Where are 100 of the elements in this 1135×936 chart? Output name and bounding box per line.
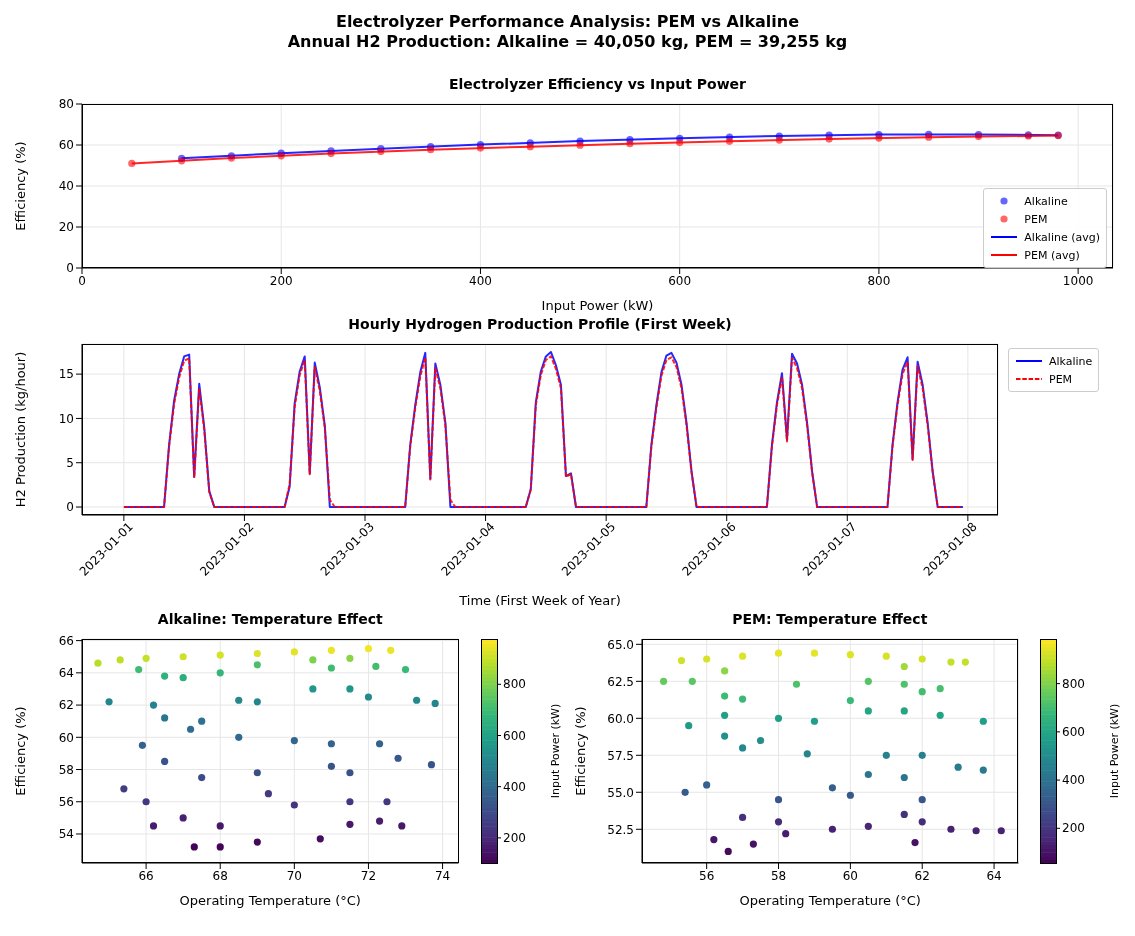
point — [946, 658, 955, 666]
point — [918, 818, 926, 826]
x-tick-label: 74 — [434, 868, 451, 883]
point — [346, 798, 354, 806]
point — [198, 773, 206, 782]
point — [190, 843, 198, 851]
y-tick-label: 40 — [58, 179, 74, 194]
point — [792, 680, 800, 688]
point — [626, 140, 634, 148]
point — [918, 655, 926, 663]
point — [720, 667, 728, 675]
point — [327, 762, 335, 770]
point — [864, 677, 872, 685]
x-tick-label: 72 — [360, 868, 377, 883]
x-tick-label: 68 — [212, 868, 228, 883]
y-tick-label: 62 — [58, 698, 74, 713]
point — [253, 769, 261, 777]
x-tick-label: 62 — [914, 868, 930, 883]
point — [161, 672, 169, 680]
point — [387, 646, 395, 654]
point — [216, 843, 224, 851]
color-bar-title: Input Power (kW) — [1108, 703, 1121, 799]
point — [526, 143, 534, 151]
point — [235, 733, 243, 741]
point — [846, 651, 854, 659]
x-tick-label: 200 — [269, 273, 293, 288]
point — [900, 707, 908, 715]
point — [216, 669, 224, 677]
point — [810, 717, 818, 725]
color-bar-label: 800 — [502, 677, 526, 692]
point — [149, 701, 158, 709]
point — [825, 135, 833, 143]
y-tick-label: 57.5 — [606, 748, 634, 763]
point — [309, 685, 317, 693]
point — [398, 822, 406, 830]
point — [775, 136, 783, 144]
legend-label: PEM — [1024, 212, 1048, 226]
point — [346, 820, 354, 828]
chart-title: PEM: Temperature Effect — [732, 611, 928, 627]
x-axis-title: Input Power (kW) — [541, 298, 654, 313]
point — [738, 813, 746, 822]
point — [774, 818, 782, 826]
point — [94, 659, 102, 667]
y-tick-label: 64 — [58, 666, 74, 681]
x-tick-label: 64 — [985, 868, 1002, 883]
point — [142, 798, 150, 806]
color-bar-label: 600 — [1062, 724, 1085, 739]
point — [738, 695, 746, 703]
point — [979, 717, 987, 725]
y-axis-title: Efficiency (%) — [12, 141, 28, 231]
text: Electrolyzer Performance Analysis: PEM vs Alkaline — [335, 12, 800, 31]
point — [828, 825, 836, 833]
color-bar-label: 400 — [1062, 773, 1085, 788]
point — [659, 677, 667, 685]
point — [364, 693, 373, 701]
point — [346, 769, 354, 777]
point — [724, 847, 732, 856]
point — [264, 790, 272, 798]
y-tick-label: 60 — [58, 138, 74, 153]
point — [997, 827, 1005, 835]
point — [161, 714, 169, 722]
point — [413, 696, 421, 704]
point — [774, 714, 782, 722]
x-tick-label: 400 — [469, 273, 492, 288]
point — [720, 732, 728, 740]
y-tick-label: 56 — [58, 795, 74, 810]
x-axis-title: Operating Temperature (°C) — [739, 893, 921, 908]
point — [372, 662, 380, 670]
point — [720, 711, 728, 719]
point — [882, 751, 890, 759]
y-tick-label: 0 — [66, 500, 74, 515]
point — [720, 692, 728, 700]
y-tick-label: 0 — [66, 261, 74, 276]
point — [135, 666, 143, 674]
point — [327, 646, 335, 654]
y-tick-label: 20 — [58, 220, 74, 235]
chart-title: Hourly Hydrogen Production Profile (First Week) — [348, 316, 732, 332]
point — [688, 677, 696, 685]
point — [774, 649, 782, 657]
chart-title: Electrolyzer Efficiency vs Input Power — [448, 76, 747, 92]
point — [216, 822, 224, 830]
y-tick-label: 55.0 — [606, 785, 634, 800]
x-tick-label: 60 — [842, 868, 858, 883]
y-tick-label: 60 — [58, 730, 74, 745]
point — [253, 649, 261, 658]
point — [681, 788, 689, 796]
color-bar-label: 400 — [502, 779, 526, 794]
y-tick-label: 80 — [58, 97, 74, 112]
point — [401, 666, 410, 674]
y-tick-label: 54 — [58, 827, 74, 842]
point — [138, 741, 146, 749]
color-bar-label: 200 — [1062, 821, 1085, 836]
point — [910, 838, 919, 847]
text: Annual H2 Production: Alkaline = 40,050 kg, PEM = 39,255 kg — [287, 32, 848, 51]
point — [253, 838, 261, 846]
point — [116, 656, 124, 664]
point — [979, 766, 987, 774]
point — [198, 717, 206, 725]
point — [900, 662, 908, 671]
point — [128, 159, 136, 168]
